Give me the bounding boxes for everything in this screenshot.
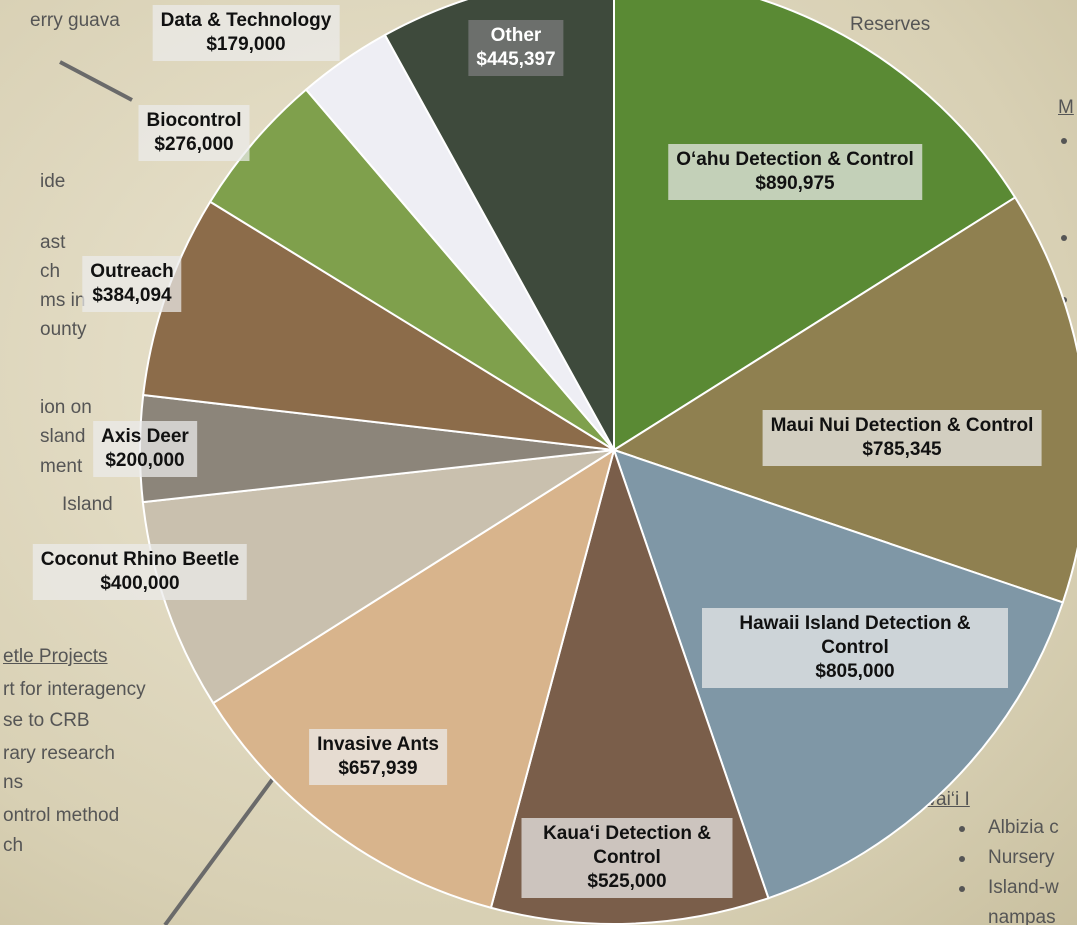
background-text: ion on (40, 397, 92, 418)
background-text: M (1058, 97, 1074, 118)
background-text: ast (40, 232, 66, 253)
background-text: ide (40, 171, 66, 192)
value-label: $657,939 (338, 758, 418, 779)
category-label: Axis Deer (101, 426, 189, 447)
background-text: etle Projects (3, 646, 108, 667)
slice-label: Biocontrol $276,000 (138, 105, 250, 161)
slice-label: Coconut Rhino Beetle $400,000 (32, 544, 248, 600)
background-text: erry guava (30, 10, 120, 31)
slice-label: Invasive Ants $657,939 (309, 729, 447, 785)
pie-slice (611, 196, 1077, 604)
value-label: $525,000 (587, 871, 667, 892)
pie-slice (613, 0, 1017, 452)
slice-label: Data & Technology $179,000 (152, 5, 340, 61)
pie (139, 0, 1077, 925)
background-text: rt for interagency (3, 679, 146, 700)
value-label: $890,975 (755, 173, 835, 194)
pie-slice (211, 447, 616, 909)
value-label: $785,345 (862, 439, 942, 460)
slice-label: Maui Nui Detection & Control $785,345 (762, 410, 1042, 466)
value-label: $445,397 (476, 49, 556, 70)
background-text: ns (3, 772, 24, 793)
value-label: $179,000 (206, 34, 286, 55)
category-label: Biocontrol (146, 110, 242, 131)
background-text: ment (40, 456, 83, 477)
category-label: Other (490, 25, 542, 46)
background-text: Albizia c (988, 817, 1059, 838)
background-text: Reserves (850, 14, 931, 35)
background-text: nampas (988, 907, 1056, 925)
value-label: $805,000 (815, 661, 895, 682)
value-label: $276,000 (154, 134, 234, 155)
slice-label: Kaua‘i Detection & Control $525,000 (521, 818, 733, 898)
slice-label: Outreach $384,094 (82, 256, 182, 312)
background-text: ms in (40, 290, 86, 311)
background-text: ch (3, 835, 24, 856)
background-text: Island (62, 494, 113, 515)
background-text: se to CRB (3, 710, 90, 731)
slice-label: Axis Deer $200,000 (93, 421, 197, 477)
callout-line (59, 60, 133, 102)
category-label: Data & Technology (160, 10, 332, 31)
category-label: Maui Nui Detection & Control (770, 415, 1034, 436)
category-label: O‘ahu Detection & Control (676, 149, 914, 170)
background-text: ontrol method (3, 805, 120, 826)
slice-label: O‘ahu Detection & Control $890,975 (668, 144, 922, 200)
value-label: $384,094 (92, 285, 172, 306)
category-label: Invasive Ants (317, 734, 439, 755)
category-label: Outreach (90, 261, 174, 282)
background-text: rary research (3, 743, 115, 764)
category-label: Hawaii Island Detection & Control (739, 613, 971, 658)
category-label: Kaua‘i Detection & Control (543, 823, 711, 868)
background-text: ch (40, 261, 61, 282)
pie-slice (383, 0, 615, 451)
category-label: Coconut Rhino Beetle (40, 549, 240, 570)
value-label: $400,000 (100, 573, 180, 594)
background-text: sland (40, 426, 86, 447)
pie-slice (141, 449, 615, 705)
value-label: $200,000 (105, 450, 185, 471)
slice-label: Other $445,397 (468, 20, 564, 76)
pie-slice (489, 446, 770, 925)
slice-label: Hawaii Island Detection & Control $805,00… (702, 608, 1008, 688)
background-text: Nursery (988, 847, 1055, 868)
background-text: ounty (40, 319, 87, 340)
pie-slice (208, 88, 615, 451)
background-text: Island-w (988, 877, 1059, 898)
